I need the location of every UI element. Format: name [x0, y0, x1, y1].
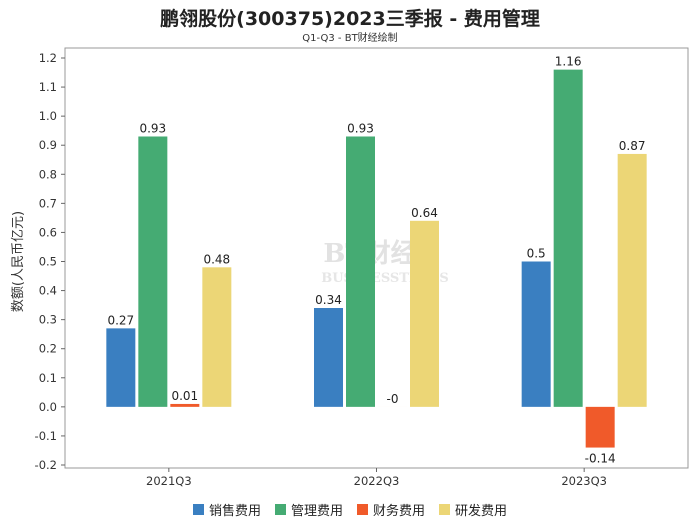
bar-value-label: 0.27	[107, 313, 134, 327]
bar-value-label: 0.01	[171, 389, 198, 403]
y-tick-label: 0.8	[39, 167, 57, 181]
chart-title: 鹏翎股份(300375)2023三季报 - 费用管理	[160, 8, 540, 30]
bar	[521, 261, 551, 407]
y-tick-label: 0.0	[39, 400, 57, 414]
bar	[106, 328, 136, 407]
legend-label: 研发费用	[455, 504, 508, 519]
y-tick-label: 0.6	[39, 225, 57, 239]
y-axis-label: 数额(人民币亿元)	[11, 211, 26, 312]
bar	[553, 69, 583, 407]
bar-value-label: 0.93	[347, 121, 374, 135]
bar	[314, 308, 343, 407]
bar	[585, 406, 615, 448]
bar-value-label: 0.34	[315, 293, 342, 307]
x-tick-label: 2023Q3	[561, 474, 607, 488]
bar-value-label: 0.93	[139, 121, 166, 135]
legend-item: 财务费用	[357, 500, 425, 519]
y-tick-label: 1.1	[39, 80, 57, 94]
x-tick-label: 2022Q3	[354, 474, 400, 488]
bar	[170, 403, 200, 407]
bar-value-label: -0	[387, 392, 399, 406]
bar-value-label: 0.48	[203, 252, 230, 266]
bar-value-label: 0.64	[411, 206, 438, 220]
y-tick-label: 0.1	[39, 371, 57, 385]
bar-value-label: 0.87	[619, 139, 646, 153]
bar	[138, 136, 168, 407]
legend-swatch	[357, 504, 368, 515]
legend-swatch	[274, 504, 286, 515]
y-tick-label: -0.1	[35, 429, 57, 443]
y-tick-label: -0.2	[35, 458, 57, 472]
y-tick-label: 0.3	[39, 313, 57, 327]
legend-swatch	[439, 504, 451, 515]
y-tick-label: 0.2	[39, 342, 57, 356]
bar-value-label: 0.5	[527, 247, 546, 261]
legend-item: 研发费用	[439, 500, 507, 519]
y-tick-label: 0.4	[39, 284, 57, 298]
chart-legend: 销售费用 管理费用 财务费用 研发费用	[0, 500, 700, 519]
plot-frame	[64, 47, 689, 469]
y-tick-label: 1.2	[39, 51, 57, 65]
legend-item: 管理费用	[274, 500, 343, 519]
y-tick-label: 1.0	[39, 109, 57, 123]
bar-value-label: 1.16	[555, 55, 582, 69]
legend-label: 销售费用	[208, 504, 261, 519]
legend-item: 销售费用	[192, 500, 261, 519]
x-tick-label: 2021Q3	[146, 474, 192, 488]
y-tick-label: 0.9	[39, 138, 57, 152]
legend-label: 管理费用	[290, 504, 343, 519]
legend-label: 财务费用	[373, 504, 426, 519]
bar	[617, 153, 647, 407]
y-tick-label: 0.5	[39, 255, 57, 269]
bar	[410, 220, 439, 407]
chart-subtitle: Q1-Q3 - BT财经绘制	[302, 33, 398, 44]
legend-swatch	[192, 504, 204, 515]
bar	[346, 136, 375, 407]
y-tick-label: 0.7	[39, 196, 57, 210]
bar-value-label: -0.14	[585, 452, 616, 466]
bar	[202, 267, 232, 407]
